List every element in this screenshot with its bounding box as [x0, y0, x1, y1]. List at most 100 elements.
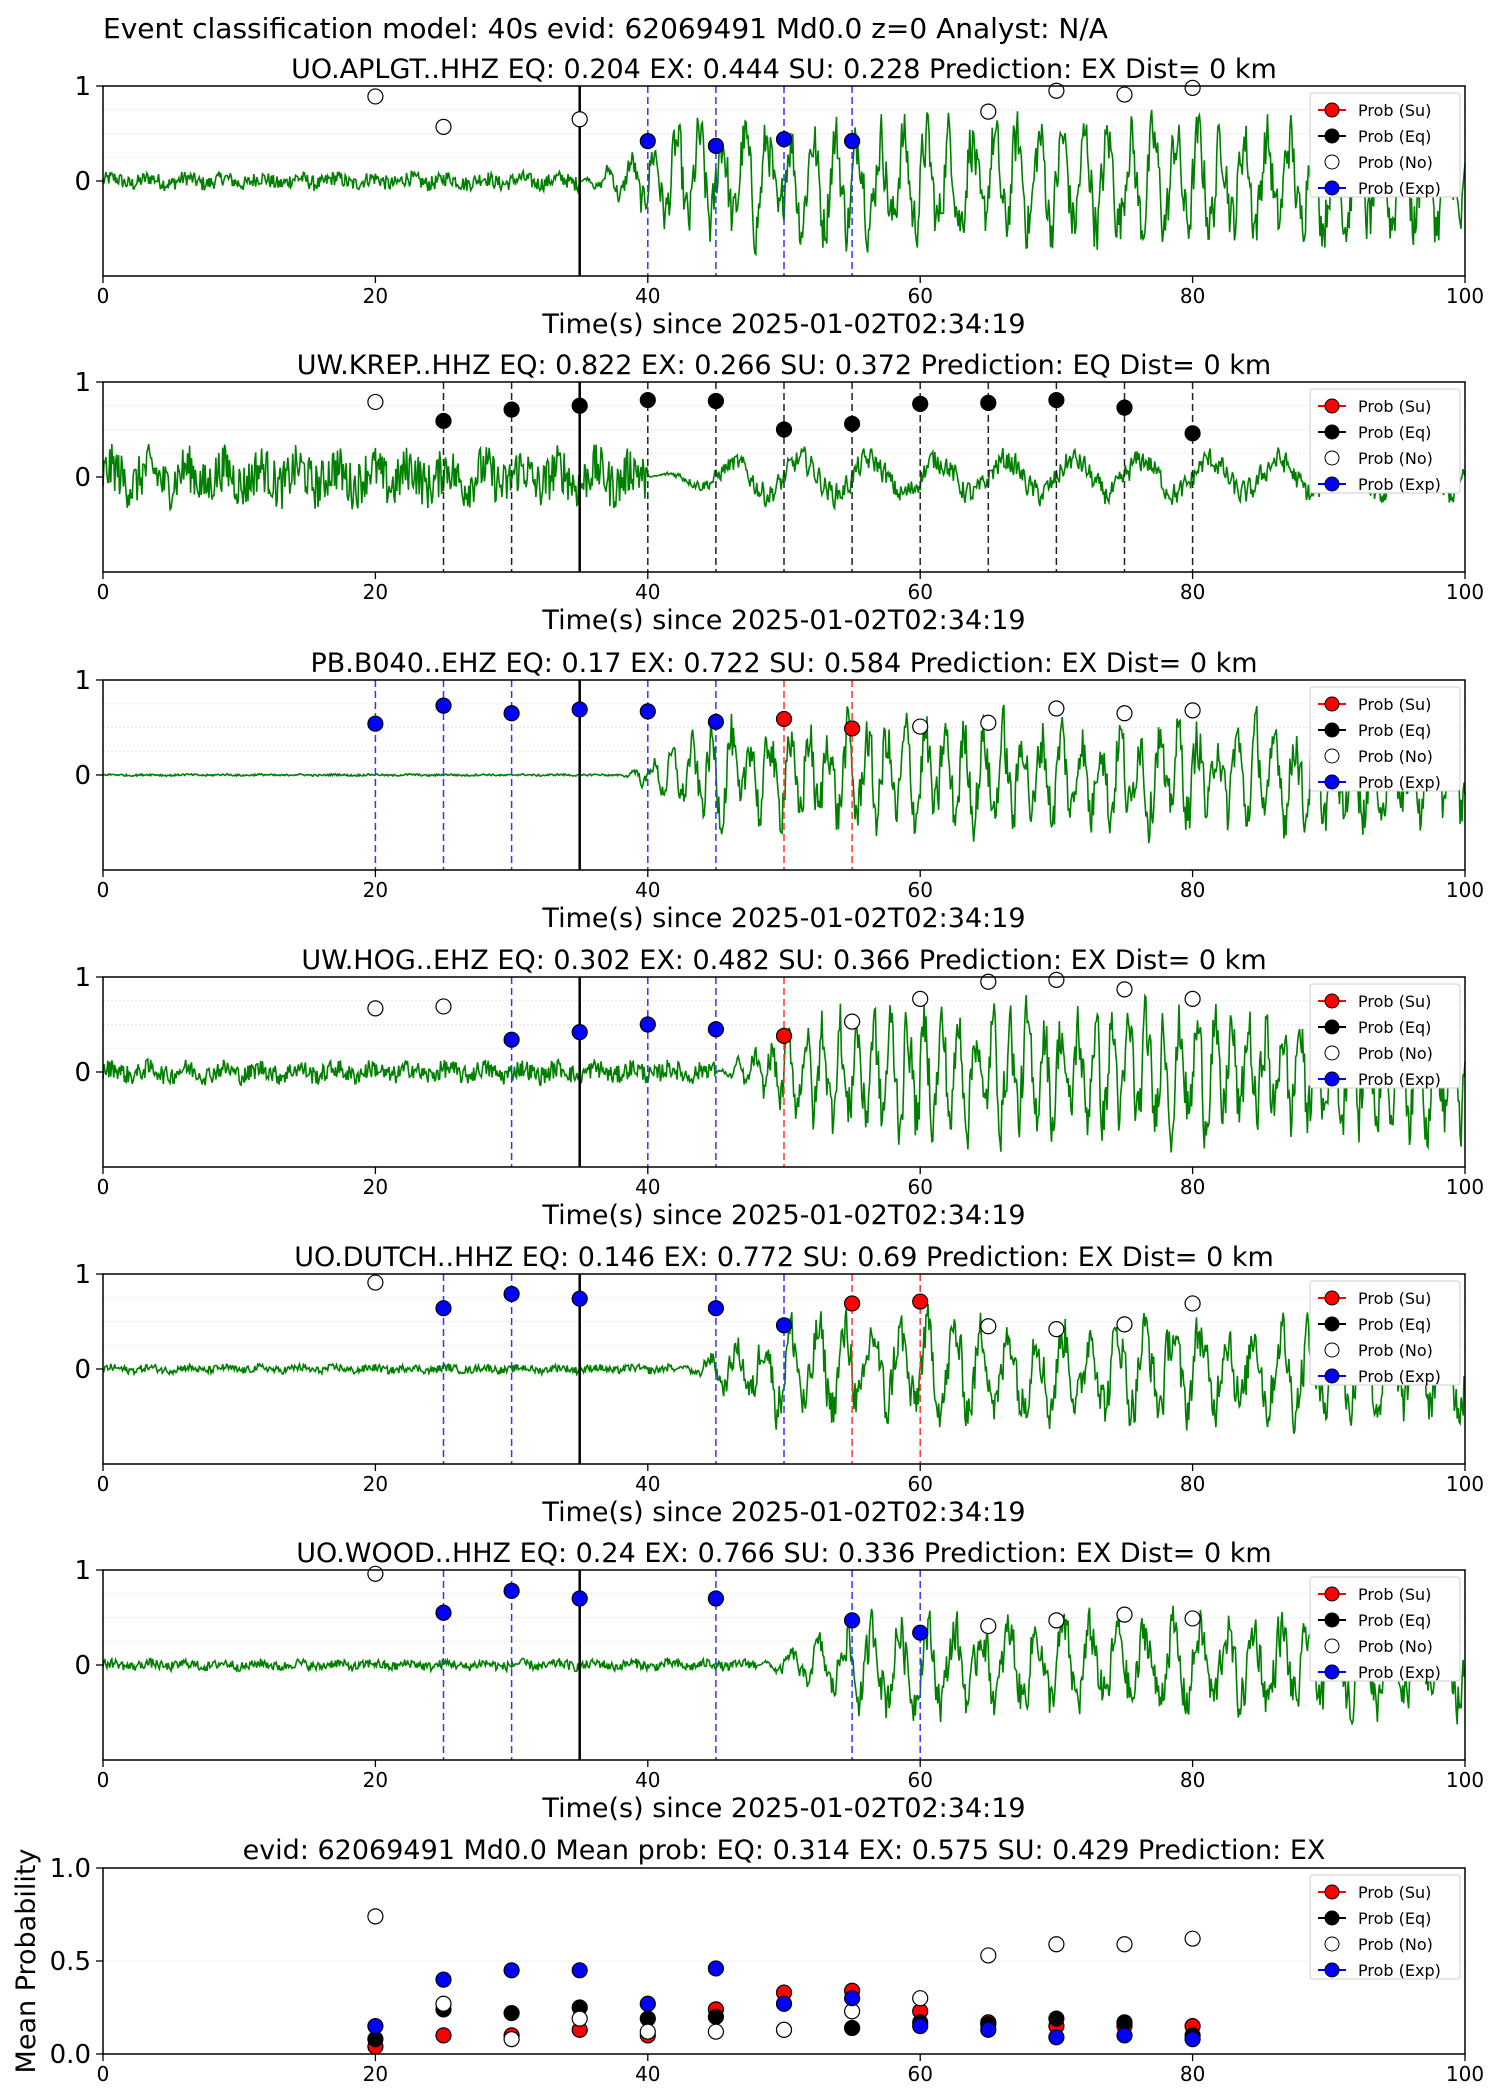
legend-label-no: Prob (No)	[1358, 1935, 1433, 1954]
legend-label-exp: Prob (Exp)	[1358, 1367, 1441, 1386]
legend-label-su: Prob (Su)	[1358, 992, 1431, 1011]
legend-box	[1309, 686, 1461, 792]
prob-marker-no	[1048, 82, 1065, 99]
prob-marker-no	[1184, 1610, 1201, 1627]
panel-title-2: UW.KREP..HHZ EQ: 0.822 EX: 0.266 SU: 0.3…	[297, 350, 1271, 381]
prob-marker-exp	[707, 137, 725, 154]
x-tick-label: 40	[635, 1175, 660, 1199]
mean-marker-no	[571, 2010, 588, 2027]
legend-label-no: Prob (No)	[1358, 153, 1433, 172]
prob-marker-exp	[435, 1604, 452, 1621]
legend-label-no: Prob (No)	[1358, 747, 1433, 766]
prob-marker-eq	[980, 394, 997, 411]
legend-marker-su	[1324, 102, 1340, 118]
legend-3: Prob (Su) Prob (Eq) Prob (No) Prob (Exp)	[1309, 686, 1461, 792]
y-tick-label: 1	[74, 963, 91, 993]
prob-marker-eq	[1116, 399, 1133, 416]
prob-marker-no	[571, 111, 588, 128]
legend-box	[1309, 92, 1461, 198]
x-axis-label-5: Time(s) since 2025-01-02T02:34:19	[541, 1497, 1025, 1528]
prob-marker-no	[435, 118, 452, 135]
legend-marker-su	[1324, 1290, 1340, 1306]
legend-marker-su	[1324, 993, 1340, 1009]
mean-marker-exp	[843, 1990, 861, 2007]
x-tick-label: 80	[1180, 1175, 1205, 1199]
x-tick-label: 40	[635, 580, 660, 604]
legend-label-no: Prob (No)	[1358, 1341, 1433, 1360]
legend-label-su: Prob (Su)	[1358, 695, 1431, 714]
mean-marker-exp	[775, 1995, 793, 2012]
x-tick-label: 0	[97, 580, 110, 604]
prob-marker-no	[980, 1318, 997, 1335]
prob-marker-no	[367, 1000, 384, 1017]
waveform-trace-4	[102, 993, 1466, 1153]
waveform-trace-3	[102, 704, 1466, 844]
x-tick-label: 20	[363, 284, 388, 308]
prob-marker-no	[1184, 990, 1201, 1007]
x-tick-label: 60	[907, 2062, 932, 2086]
legend-marker-eq	[1324, 1910, 1340, 1926]
mean-marker-no	[639, 2023, 656, 2040]
legend-marker-su	[1324, 398, 1340, 414]
legend-label-eq: Prob (Eq)	[1358, 1611, 1431, 1630]
prob-marker-su	[775, 710, 793, 728]
prob-marker-exp	[571, 1590, 588, 1607]
y-tick-label: 1	[74, 1556, 91, 1586]
mean-marker-no	[775, 2021, 793, 2038]
legend-label-eq: Prob (Eq)	[1358, 1315, 1431, 1334]
x-tick-label: 100	[1446, 1175, 1484, 1199]
prob-marker-no	[1116, 705, 1133, 722]
prob-marker-no	[912, 990, 929, 1007]
y-tick-label: 0	[74, 1651, 91, 1681]
prob-marker-no	[1184, 1295, 1201, 1312]
panel-title-3: PB.B040..EHZ EQ: 0.17 EX: 0.722 SU: 0.58…	[310, 648, 1257, 679]
prob-marker-no	[980, 103, 997, 120]
y-tick-label: 0	[74, 761, 91, 791]
waveform-trace-6	[102, 1605, 1466, 1726]
x-axis-label-2: Time(s) since 2025-01-02T02:34:19	[541, 605, 1025, 636]
mean-marker-eq	[843, 2019, 861, 2037]
figure-title: Event classification model: 40s evid: 62…	[103, 12, 1108, 45]
x-axis-label-4: Time(s) since 2025-01-02T02:34:19	[541, 1200, 1025, 1231]
prob-marker-su	[843, 720, 861, 737]
y-tick-label: 0	[74, 167, 91, 197]
legend-label-su: Prob (Su)	[1358, 1585, 1431, 1604]
x-tick-label: 100	[1446, 2062, 1484, 2086]
prob-marker-eq	[775, 421, 793, 438]
legend-4: Prob (Su) Prob (Eq) Prob (No) Prob (Exp)	[1309, 983, 1461, 1089]
x-tick-label: 60	[907, 284, 932, 308]
x-tick-label: 80	[1180, 878, 1205, 902]
prob-marker-exp	[571, 1023, 588, 1041]
legend-marker-exp	[1324, 774, 1340, 790]
legend-label-eq: Prob (Eq)	[1358, 721, 1431, 740]
panel-title-4: UW.HOG..EHZ EQ: 0.302 EX: 0.482 SU: 0.36…	[301, 945, 1266, 976]
panel-title-1: UO.APLGT..HHZ EQ: 0.204 EX: 0.444 SU: 0.…	[291, 54, 1277, 85]
x-tick-label: 40	[635, 1768, 660, 1792]
x-tick-label: 20	[363, 1768, 388, 1792]
prob-marker-exp	[707, 1590, 725, 1607]
legend-label-eq: Prob (Eq)	[1358, 127, 1431, 146]
mean-marker-no	[912, 1990, 929, 2007]
mean-marker-no	[707, 2023, 725, 2040]
prob-marker-su	[775, 1027, 793, 1045]
mean-marker-no	[1116, 1936, 1133, 1953]
y-tick-label: 1	[74, 72, 91, 102]
mean-marker-exp	[435, 1971, 452, 1988]
x-tick-label: 0	[97, 878, 110, 902]
y-tick-label: 0	[74, 463, 91, 493]
panel-title-5: UO.DUTCH..HHZ EQ: 0.146 EX: 0.772 SU: 0.…	[294, 1242, 1274, 1273]
legend-marker-no	[1324, 1936, 1340, 1952]
x-tick-label: 100	[1446, 580, 1484, 604]
prob-marker-exp	[775, 1317, 793, 1334]
prob-marker-no	[980, 973, 997, 990]
legend-label-exp: Prob (Exp)	[1358, 1070, 1441, 1089]
x-tick-label: 60	[907, 580, 932, 604]
prob-marker-no	[843, 1013, 861, 1030]
legend-label-su: Prob (Su)	[1358, 1883, 1431, 1902]
x-tick-label: 60	[907, 878, 932, 902]
mean-marker-exp	[503, 1962, 520, 1979]
prob-marker-exp	[843, 1612, 861, 1629]
x-tick-label: 80	[1180, 1472, 1205, 1496]
prob-marker-su	[843, 1295, 861, 1312]
legend-marker-eq	[1324, 128, 1340, 144]
